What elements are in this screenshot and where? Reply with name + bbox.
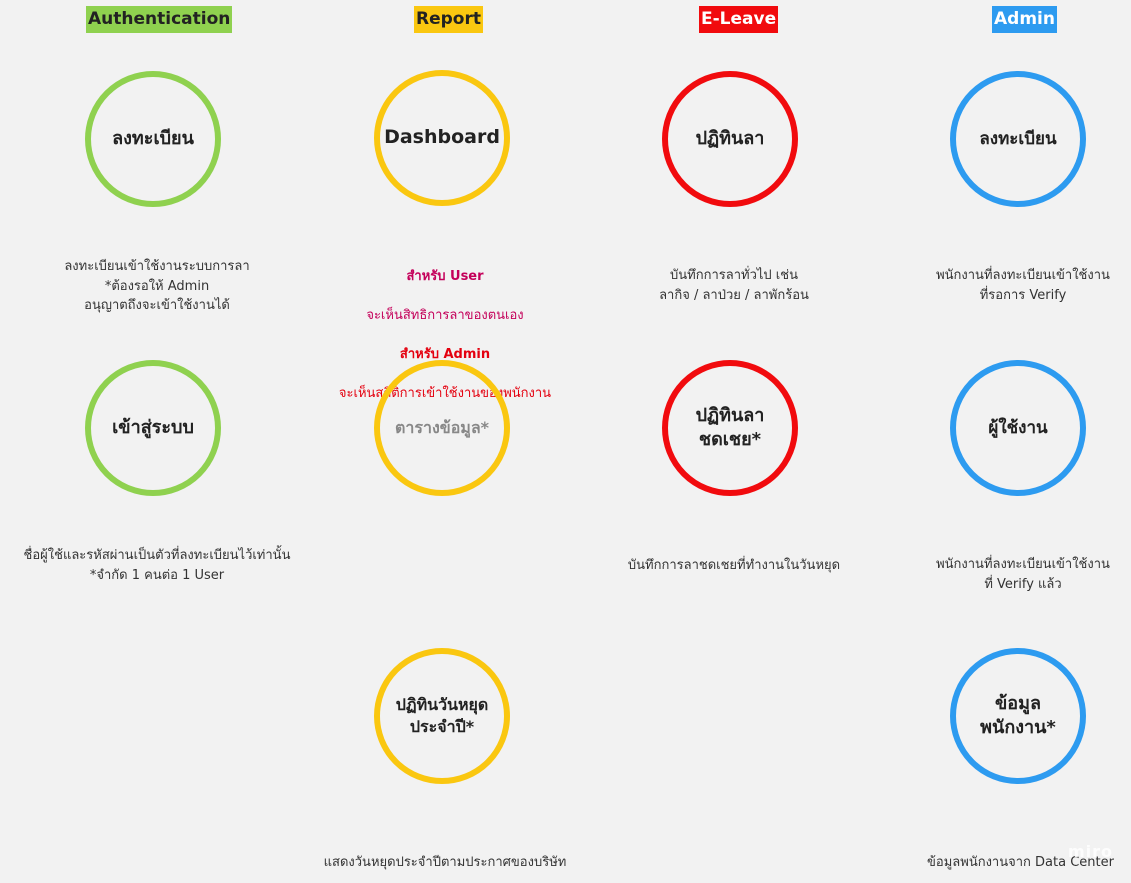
report-holiday-node[interactable]: ปฏิทินวันหยุด ประจำปี* bbox=[374, 648, 510, 784]
eleave-calendar-label: ปฏิทินลา bbox=[695, 127, 765, 149]
eleave-comp-label: ปฏิทินลา ชดเชย* bbox=[695, 404, 765, 450]
admin-users-desc: พนักงานที่ลงทะเบียนเข้าใช้งาน ที่ Verify… bbox=[936, 557, 1110, 592]
report-admin-title: สำหรับ Admin bbox=[399, 346, 491, 362]
auth-login-desc: ชื่อผู้ใช้และรหัสผ่านเป็นตัวที่ลงทะเบียน… bbox=[23, 548, 291, 583]
header-admin: Admin bbox=[992, 6, 1057, 33]
admin-employee-desc: ข้อมูลพนักงานจาก Data Center bbox=[927, 855, 1114, 870]
admin-users-node[interactable]: ผู้ใช้งาน bbox=[950, 360, 1086, 496]
report-user-title: สำหรับ User bbox=[406, 268, 484, 284]
report-table-label: ตารางข้อมูล* bbox=[394, 418, 490, 438]
header-report: Report bbox=[414, 6, 483, 33]
eleave-calendar-desc: บันทึกการลาทั่วไป เช่น ลากิจ / ลาป่วย / … bbox=[659, 268, 809, 303]
auth-register-desc: ลงทะเบียนเข้าใช้งานระบบการลา *ต้องรอให้ … bbox=[64, 259, 250, 313]
admin-users-label: ผู้ใช้งาน bbox=[988, 417, 1048, 438]
report-dashboard-node[interactable]: Dashboard bbox=[374, 70, 510, 206]
header-e-leave: E-Leave bbox=[699, 6, 779, 33]
auth-register-node[interactable]: ลงทะเบียน bbox=[85, 71, 221, 207]
admin-register-label: ลงทะเบียน bbox=[979, 128, 1057, 149]
eleave-comp-desc: บันทึกการลาชดเชยที่ทำงานในวันหยุด bbox=[627, 558, 841, 573]
auth-register-label: ลงทะเบียน bbox=[112, 127, 194, 149]
header-authentication: Authentication bbox=[86, 6, 233, 33]
eleave-comp-node[interactable]: ปฏิทินลา ชดเชย* bbox=[662, 360, 798, 496]
report-holiday-label: ปฏิทินวันหยุด ประจำปี* bbox=[395, 695, 489, 736]
report-holiday-desc: แสดงวันหยุดประจำปีตามประกาศของบริษัท bbox=[323, 855, 567, 870]
auth-login-label: เข้าสู่ระบบ bbox=[112, 416, 194, 438]
miro-watermark: miro bbox=[1068, 842, 1114, 861]
admin-employee-node[interactable]: ข้อมูล พนักงาน* bbox=[950, 648, 1086, 784]
admin-employee-label: ข้อมูล พนักงาน* bbox=[980, 692, 1056, 738]
admin-register-desc: พนักงานที่ลงทะเบียนเข้าใช้งาน ที่รอการ V… bbox=[936, 268, 1110, 303]
admin-register-node[interactable]: ลงทะเบียน bbox=[950, 71, 1086, 207]
report-table-node[interactable]: ตารางข้อมูล* bbox=[374, 360, 510, 496]
report-dashboard-label: Dashboard bbox=[384, 126, 500, 149]
eleave-calendar-node[interactable]: ปฏิทินลา bbox=[662, 71, 798, 207]
report-user-desc: จะเห็นสิทธิการลาของตนเอง bbox=[366, 307, 524, 323]
auth-login-node[interactable]: เข้าสู่ระบบ bbox=[85, 360, 221, 496]
